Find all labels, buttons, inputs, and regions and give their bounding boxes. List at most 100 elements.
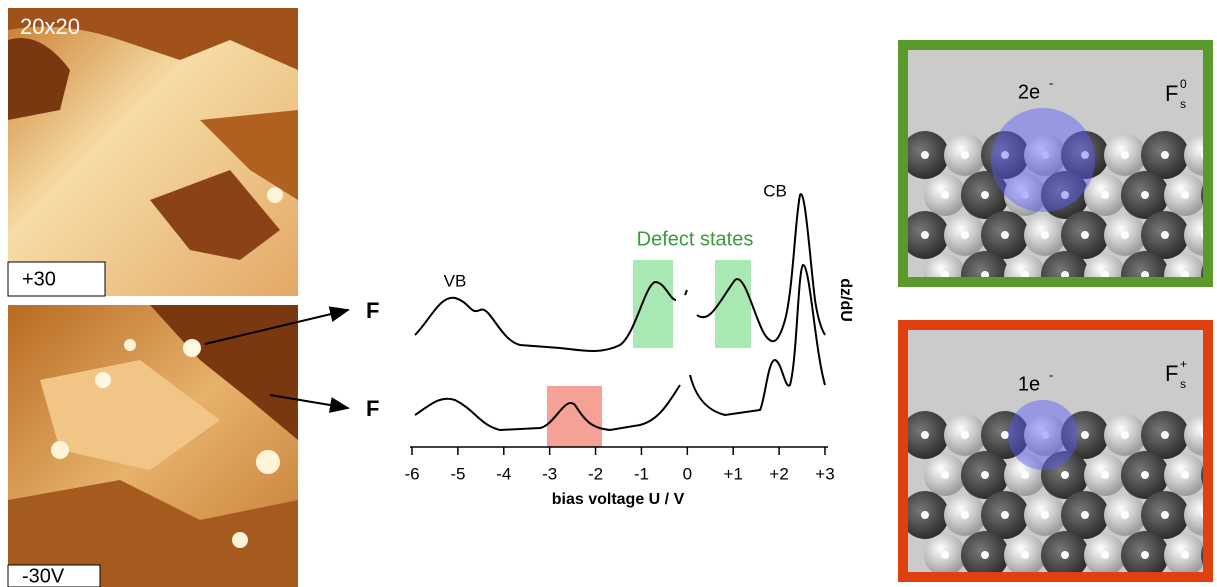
highlight <box>1021 271 1029 277</box>
highlight <box>941 191 949 199</box>
oxygen <box>1201 265 1203 277</box>
x-tick-label: -1 <box>634 464 649 483</box>
highlight <box>1061 271 1069 277</box>
highlight <box>1101 271 1109 277</box>
highlight <box>1201 151 1203 159</box>
peak-label: VB <box>444 271 467 290</box>
oxygen <box>961 251 1009 277</box>
highlight <box>1061 191 1069 199</box>
x-tick-label: +3 <box>815 464 834 483</box>
highlight <box>1161 231 1169 239</box>
stm-bottom: -30V <box>7 305 298 587</box>
highlight <box>1001 151 1009 159</box>
highlight <box>1001 511 1009 519</box>
defect-band <box>633 260 673 348</box>
highlight <box>1141 271 1149 277</box>
oxygen <box>1121 251 1169 277</box>
highlight <box>1121 511 1129 519</box>
highlight <box>1181 551 1189 559</box>
defect-subscript: s <box>1180 97 1186 111</box>
defect-band <box>715 260 751 348</box>
atoms <box>908 131 1203 277</box>
highlight <box>961 151 969 159</box>
x-tick-label: -4 <box>496 464 511 483</box>
peak-label: CB <box>763 181 787 200</box>
oxygen <box>1201 545 1203 565</box>
oxygen <box>1201 465 1203 485</box>
highlight <box>1161 431 1169 439</box>
highlight <box>941 271 949 277</box>
x-tick-label: -2 <box>588 464 603 483</box>
highlight <box>1121 431 1129 439</box>
defect-superscript: + <box>1180 357 1187 371</box>
arrow <box>269 394 350 413</box>
magnesium <box>1084 254 1126 277</box>
defect-label: Defect states <box>637 228 754 250</box>
oxygen <box>1201 185 1203 205</box>
highlight <box>1141 191 1149 199</box>
spectra: VB CB Defect states bias voltage U / V d… <box>404 181 853 508</box>
magnesium <box>924 254 966 277</box>
x-tick-label: -3 <box>542 464 557 483</box>
magnesium <box>1184 214 1203 256</box>
spectrum <box>414 263 826 432</box>
x-tick-label: 0 <box>683 464 692 483</box>
charge-sign: - <box>1049 75 1053 90</box>
highlight <box>1041 511 1049 519</box>
magnesium <box>1004 254 1046 277</box>
highlight <box>921 151 929 159</box>
magnesium <box>1184 134 1203 176</box>
highlight <box>1061 471 1069 479</box>
highlight <box>1141 471 1149 479</box>
defect-subscript: s <box>1180 377 1186 391</box>
pointer-label: F <box>366 298 379 323</box>
highlight <box>941 551 949 559</box>
highlight <box>1181 191 1189 199</box>
highlight <box>1201 431 1203 439</box>
highlight <box>941 471 949 479</box>
x-axis-label: bias voltage U / V <box>552 491 685 508</box>
highlight <box>1201 511 1203 519</box>
highlight <box>1141 551 1149 559</box>
charge-label: 2e <box>1018 81 1040 103</box>
highlight <box>1081 511 1089 519</box>
highlight <box>1041 431 1049 439</box>
highlight <box>961 231 969 239</box>
highlight <box>1121 231 1129 239</box>
highlight <box>1021 191 1029 199</box>
highlight <box>1181 271 1189 277</box>
highlight <box>1021 471 1029 479</box>
highlight <box>1061 551 1069 559</box>
highlight <box>981 271 989 277</box>
highlight <box>981 191 989 199</box>
magnesium <box>1184 414 1203 456</box>
defect-superscript: 0 <box>1180 77 1187 91</box>
highlight <box>981 471 989 479</box>
electron-cloud <box>1008 400 1078 470</box>
stm-top: 20x20 +30 <box>7 8 298 297</box>
oxygen <box>1041 251 1089 277</box>
highlight <box>1081 151 1089 159</box>
defect-symbol: F <box>1165 81 1178 106</box>
charge-sign: - <box>1049 367 1053 382</box>
highlight <box>1081 431 1089 439</box>
highlight <box>1101 191 1109 199</box>
highlight <box>1181 471 1189 479</box>
highlight <box>1101 471 1109 479</box>
highlight <box>1161 151 1169 159</box>
magnesium <box>1164 254 1203 277</box>
highlight <box>921 511 929 519</box>
highlight <box>1041 151 1049 159</box>
arrow <box>204 306 350 345</box>
charge-label: 1e <box>1018 373 1040 395</box>
pointer-label: F <box>366 396 379 421</box>
x-tick-label: +2 <box>769 464 788 483</box>
highlight <box>921 231 929 239</box>
magnesium <box>1184 494 1203 536</box>
highlight <box>1101 551 1109 559</box>
highlight <box>1021 551 1029 559</box>
image-size: 20x20 <box>20 14 80 39</box>
atoms <box>908 411 1203 572</box>
y-axis-label: dz/dU <box>837 278 854 322</box>
